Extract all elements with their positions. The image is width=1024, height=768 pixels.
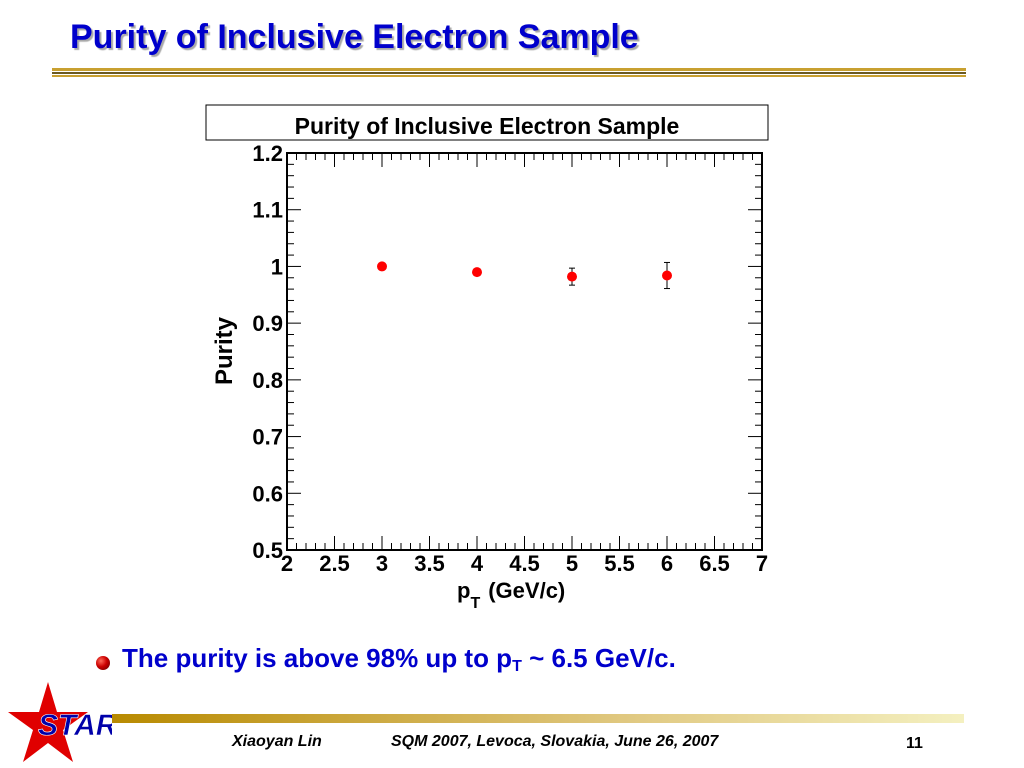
plot-frame [286,152,763,551]
y-tick-label: 1.2 [252,141,283,166]
y-axis-label: Purity [211,316,238,385]
footer-bar [112,714,964,723]
data-point [662,270,672,281]
x-tick-label: 6 [661,551,673,576]
y-tick-labels: 0.5 0.6 0.7 0.8 0.9 1 1.1 1.2 [252,141,283,563]
x-tick-label: 3 [376,551,388,576]
y-tick-label: 0.9 [252,311,283,336]
title-rule [52,68,966,77]
x-axis-label-main: p [457,578,470,603]
x-tick-label: 6.5 [699,551,730,576]
x-tick-label: 5 [566,551,578,576]
x-tick-label: 7 [756,551,768,576]
x-tick-label: 4 [471,551,484,576]
data-point [472,267,482,278]
footer-conference: SQM 2007, Levoca, Slovakia, June 26, 200… [391,733,719,750]
star-logo-icon [8,682,88,762]
chart-title: Purity of Inclusive Electron Sample [295,113,680,139]
slide-title: Purity of Inclusive Electron Sample [70,18,639,56]
bullet-icon [96,656,110,670]
bullet-text-sub: T [512,658,522,675]
bullet-text: The purity is above 98% up to pT ~ 6.5 G… [122,643,676,676]
data-point [377,261,387,272]
data-point [567,271,577,282]
y-tick-label: 0.5 [252,538,283,563]
axis-ticks [286,152,763,551]
x-axis-label-units: (GeV/c) [488,578,565,603]
bullet-text-tail: ~ 6.5 GeV/c. [521,643,676,673]
x-tick-label: 3.5 [414,551,445,576]
bullet-text-main: The purity is above 98% up to p [122,643,513,673]
y-tick-label: 1.1 [252,198,283,223]
y-tick-label: 1 [271,254,283,279]
page-number: 11 [906,735,923,752]
y-tick-label: 0.7 [252,425,283,450]
y-tick-label: 0.8 [252,368,283,393]
x-tick-label: 4.5 [509,551,540,576]
x-tick-label: 5.5 [604,551,635,576]
footer-author: Xiaoyan Lin [232,733,322,750]
x-axis-label: pT (GeV/c) [457,578,565,612]
star-logo: STAR [8,682,112,762]
x-tick-labels: 2 2.5 3 3.5 4 4.5 5 5.5 6 6.5 7 [281,551,768,576]
data-points [377,261,672,290]
x-tick-label: 2 [281,551,293,576]
chart-title-box [205,104,769,141]
star-logo-text: STAR [38,709,112,742]
x-tick-label: 2.5 [319,551,350,576]
x-axis-label-sub: T [470,595,480,612]
y-tick-label: 0.6 [252,481,283,506]
purity-chart: Purity of Inclusive Electron Sample 0.50… [205,104,769,612]
